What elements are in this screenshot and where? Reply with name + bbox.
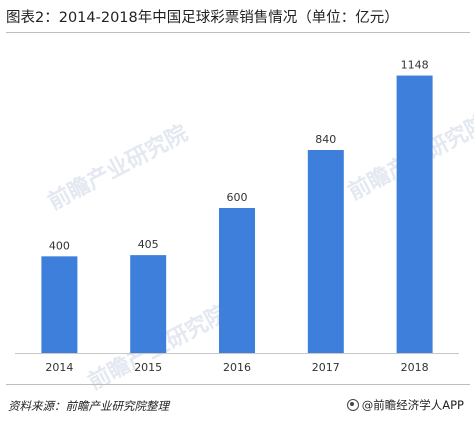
data-label-2017: 840 <box>315 133 336 146</box>
x-tick-label-2017: 2017 <box>312 361 340 374</box>
data-label-2018: 1148 <box>401 59 429 72</box>
source-note: 资料来源：前瞻产业研究院整理 <box>8 399 169 413</box>
bar-2017 <box>307 150 344 353</box>
data-label-2015: 405 <box>138 238 159 251</box>
brand-label: @前瞻经济学人APP <box>361 398 464 412</box>
bar-2014 <box>41 256 78 353</box>
x-tick-label-2014: 2014 <box>45 361 73 374</box>
brand-credit: @前瞻经济学人APP <box>346 397 464 413</box>
bar-2016 <box>219 208 255 353</box>
bar-2015 <box>130 255 167 353</box>
bar-2018 <box>396 75 433 354</box>
brand-logo-icon <box>346 399 359 411</box>
data-label-2016: 600 <box>227 191 248 204</box>
chart-title: 图表2：2014-2018年中国足球彩票销售情况（单位：亿元） <box>6 10 399 26</box>
footer-divider <box>6 384 470 385</box>
title-divider <box>6 32 470 33</box>
x-tick-label-2016: 2016 <box>223 361 251 374</box>
x-tick-label-2015: 2015 <box>134 361 162 374</box>
x-tick-label-2018: 2018 <box>401 361 429 374</box>
data-label-2014: 400 <box>49 239 70 252</box>
